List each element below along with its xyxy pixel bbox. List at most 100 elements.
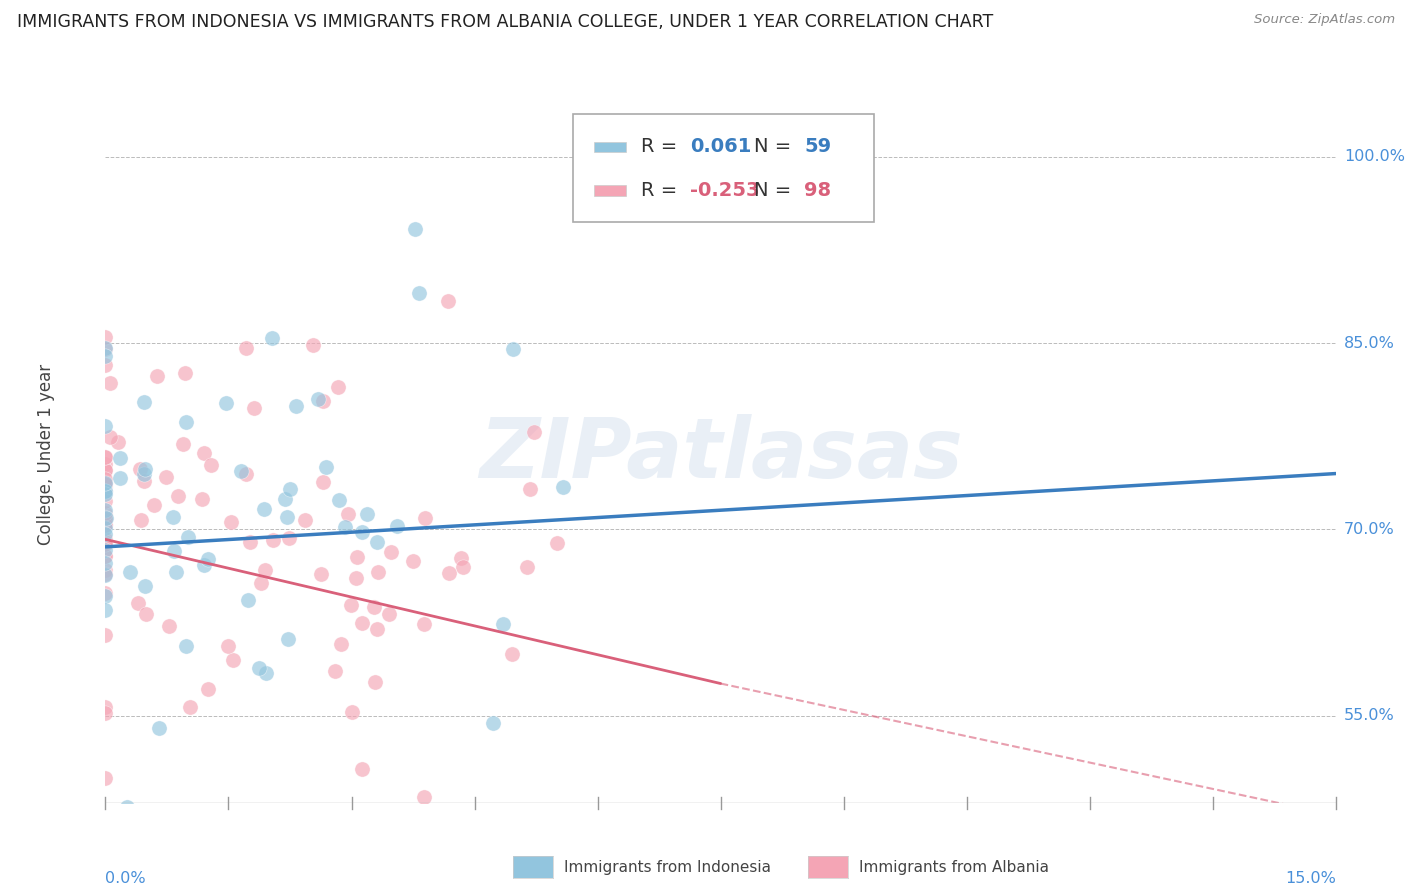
- Point: [436, 294, 458, 309]
- Point: [94, 341, 117, 355]
- Point: [337, 507, 360, 521]
- Point: [94, 556, 117, 570]
- Point: [378, 607, 401, 621]
- Point: [94, 342, 117, 356]
- Point: [94, 839, 117, 854]
- Point: [94, 603, 117, 617]
- Text: 98: 98: [804, 181, 831, 200]
- Point: [94, 518, 117, 533]
- Point: [312, 475, 335, 490]
- Point: [172, 437, 194, 451]
- FancyBboxPatch shape: [574, 114, 875, 222]
- Point: [134, 474, 156, 488]
- Point: [294, 513, 316, 527]
- Bar: [593, 186, 626, 195]
- Point: [335, 520, 357, 534]
- Point: [492, 616, 515, 631]
- Point: [94, 476, 117, 491]
- Point: [179, 699, 201, 714]
- Point: [146, 368, 169, 383]
- Point: [501, 647, 523, 661]
- Point: [516, 560, 538, 574]
- Point: [312, 393, 335, 408]
- Point: [115, 800, 138, 814]
- Point: [174, 639, 197, 653]
- Point: [404, 222, 426, 236]
- Text: Source: ZipAtlas.com: Source: ZipAtlas.com: [1254, 13, 1395, 27]
- Point: [107, 435, 129, 450]
- Point: [94, 534, 117, 549]
- Point: [94, 567, 117, 582]
- Point: [197, 551, 219, 566]
- Point: [366, 534, 388, 549]
- Point: [94, 549, 117, 564]
- Point: [523, 425, 546, 439]
- Point: [326, 380, 349, 394]
- Point: [346, 550, 368, 565]
- Point: [155, 470, 177, 484]
- Point: [98, 430, 121, 444]
- Point: [94, 628, 117, 642]
- Point: [159, 619, 181, 633]
- Point: [408, 286, 430, 301]
- Point: [222, 653, 245, 667]
- Point: [94, 484, 117, 499]
- Point: [174, 366, 197, 380]
- Point: [94, 419, 117, 434]
- Point: [94, 510, 117, 524]
- Text: N =: N =: [754, 181, 797, 200]
- Point: [94, 537, 117, 551]
- Point: [413, 511, 436, 525]
- Point: [274, 491, 297, 506]
- Point: [94, 518, 117, 533]
- Point: [402, 554, 425, 568]
- Point: [129, 513, 152, 527]
- Point: [94, 503, 117, 517]
- Point: [148, 721, 170, 735]
- Point: [364, 675, 387, 690]
- Point: [243, 401, 266, 416]
- Point: [94, 526, 117, 541]
- Point: [94, 517, 117, 532]
- Point: [380, 545, 402, 559]
- Point: [277, 531, 299, 545]
- Text: Immigrants from Indonesia: Immigrants from Indonesia: [564, 860, 770, 874]
- Point: [482, 715, 505, 730]
- Point: [167, 489, 190, 503]
- Text: IMMIGRANTS FROM INDONESIA VS IMMIGRANTS FROM ALBANIA COLLEGE, UNDER 1 YEAR CORRE: IMMIGRANTS FROM INDONESIA VS IMMIGRANTS …: [17, 13, 993, 31]
- Point: [94, 475, 117, 490]
- Point: [519, 482, 541, 496]
- Point: [94, 563, 117, 577]
- Point: [193, 558, 215, 573]
- Text: 55.0%: 55.0%: [1344, 708, 1395, 723]
- Point: [94, 483, 117, 498]
- Point: [262, 330, 284, 344]
- Point: [94, 457, 117, 471]
- Point: [174, 415, 197, 429]
- Point: [94, 706, 117, 720]
- Point: [94, 532, 117, 546]
- Point: [94, 506, 117, 520]
- Point: [177, 530, 200, 544]
- Point: [94, 590, 117, 604]
- Text: R =: R =: [641, 137, 683, 156]
- Text: ZIPatlasas: ZIPatlasas: [478, 415, 963, 495]
- Point: [94, 450, 117, 465]
- Point: [94, 463, 117, 477]
- Point: [94, 472, 117, 486]
- Point: [437, 566, 460, 580]
- Point: [276, 510, 298, 524]
- Point: [366, 622, 388, 636]
- Point: [502, 342, 524, 356]
- Point: [94, 487, 117, 501]
- Point: [367, 566, 389, 580]
- Point: [94, 475, 117, 490]
- Point: [350, 524, 373, 539]
- Point: [120, 566, 142, 580]
- Point: [329, 637, 352, 651]
- Point: [301, 337, 323, 351]
- Text: 0.061: 0.061: [690, 137, 751, 156]
- Point: [162, 509, 184, 524]
- Point: [262, 533, 284, 548]
- Point: [235, 467, 257, 482]
